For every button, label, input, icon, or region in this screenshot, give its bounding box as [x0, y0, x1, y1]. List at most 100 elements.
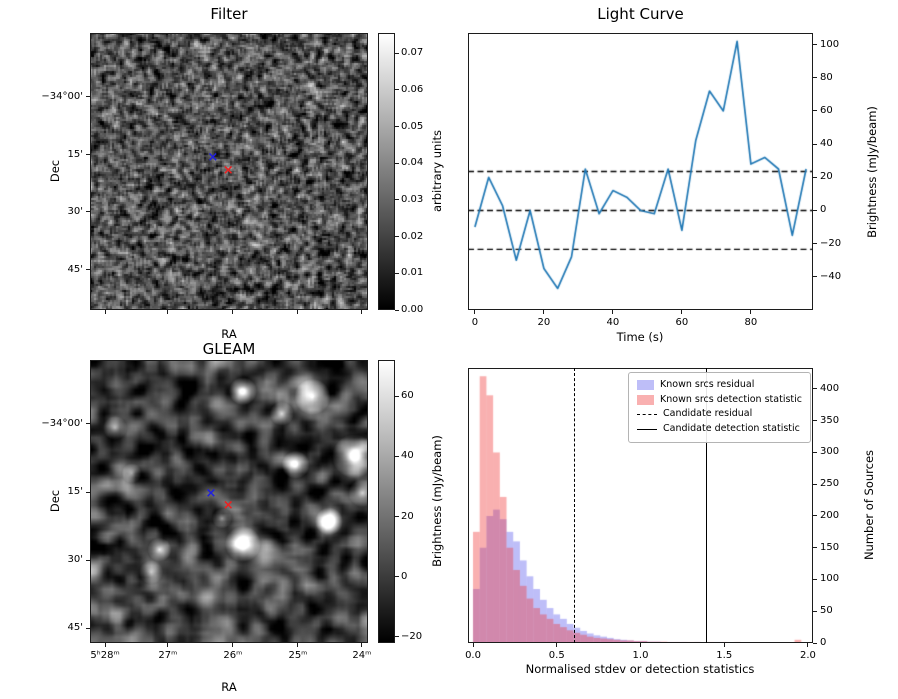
legend: Known srcs residual Known srcs detection…: [628, 372, 811, 443]
legend-swatch-known-residual: [637, 380, 654, 391]
filter-xlabel: RA: [221, 327, 237, 341]
filter-colorbar-tick-label: 0.03: [401, 193, 424, 205]
legend-swatch-known-detstat: [637, 395, 654, 406]
histogram-ytick: [813, 515, 817, 517]
filter-ytick-label: −34°00': [41, 90, 83, 102]
gleam-colorbar-tick-label: 20: [401, 510, 414, 522]
histogram-ytick: [813, 547, 817, 549]
histogram-ytick-label: 250: [820, 478, 840, 490]
filter-colorbar-tick: [395, 52, 399, 54]
gleam-xtick-label: 5ʰ28ᵐ: [90, 650, 120, 661]
legend-row: Candidate residual: [637, 407, 802, 422]
candidate-residual-line: [574, 368, 576, 643]
filter-ytick: [86, 154, 90, 156]
histogram-xtick-label: 2.0: [800, 650, 816, 661]
filter-xtick: [361, 310, 363, 314]
filter-colorbar-tick-label: 0.04: [401, 157, 424, 169]
legend-row: Candidate detection statistic: [637, 422, 802, 437]
filter-title: Filter: [210, 5, 248, 23]
known-source-marker: ×: [207, 149, 219, 165]
light-curve-ytick-label: −40: [820, 270, 842, 282]
gleam-xtick: [104, 643, 106, 647]
filter-ytick-label: 30': [67, 205, 83, 217]
filter-colorbar-tick-label: 0.01: [401, 267, 424, 279]
legend-label-known-residual: Known srcs residual: [660, 379, 755, 390]
light-curve-xtick-label: 80: [744, 317, 758, 328]
light-curve-ytick: [813, 77, 817, 79]
gleam-xtick: [361, 643, 363, 647]
histogram-ylabel: Number of Sources: [862, 449, 876, 561]
filter-ytick-label: 15': [67, 148, 83, 160]
histogram-xtick-label: 1.0: [632, 650, 649, 661]
light-curve-ytick-label: 80: [820, 71, 833, 83]
known-source-marker: ×: [205, 485, 217, 501]
histogram-ytick: [813, 578, 817, 580]
light-curve-ytick-label: 20: [820, 171, 833, 183]
histogram-xtick-label: 0.0: [465, 650, 481, 661]
light-curve-ytick: [813, 276, 817, 278]
filter-colorbar-tick-label: 0.07: [401, 47, 424, 59]
histogram-ytick-label: 150: [820, 541, 840, 553]
histogram-ytick: [813, 451, 817, 453]
light-curve-ylabel: Brightness (mJy/beam): [865, 106, 879, 238]
filter-xtick: [297, 310, 299, 314]
histogram-ytick: [813, 642, 817, 644]
filter-ytick: [86, 211, 90, 213]
gleam-colorbar-tick: [395, 576, 399, 578]
filter-image: [90, 33, 368, 310]
filter-colorbar-tick-label: 0.06: [401, 83, 424, 95]
filter-colorbar-tick-label: 0.05: [401, 120, 424, 132]
histogram-ytick-label: 0: [820, 637, 827, 648]
gleam-colorbar-tick: [395, 455, 399, 457]
candidate-detection-statistic-line: [706, 368, 708, 643]
filter-colorbar-tick-label: 0.02: [401, 230, 424, 242]
candidate-marker: ×: [222, 162, 234, 178]
filter-ylabel: Dec: [48, 159, 62, 183]
gleam-ytick: [86, 423, 90, 425]
legend-label-candidate-residual: Candidate residual: [663, 408, 753, 420]
gleam-xtick: [297, 643, 299, 647]
gleam-xtick-label: 26ᵐ: [223, 650, 243, 661]
histogram-ytick: [813, 610, 817, 612]
histogram-xtick-label: 1.5: [716, 650, 733, 661]
histogram-ytick-label: 400: [820, 382, 840, 394]
gleam-ytick: [86, 627, 90, 629]
gleam-xtick-label: 27ᵐ: [158, 650, 178, 661]
gleam-ytick-label: 30': [67, 554, 83, 566]
light-curve-ytick: [813, 110, 817, 112]
light-curve-plot: [468, 33, 813, 310]
gleam-image: [90, 360, 368, 643]
gleam-xtick-label: 25ᵐ: [288, 650, 308, 661]
filter-xtick: [232, 310, 234, 314]
light-curve-ytick: [813, 243, 817, 245]
light-curve-ytick: [813, 44, 817, 46]
histogram-ytick-label: 200: [820, 509, 840, 521]
legend-swatch-candidate-residual: [637, 414, 657, 416]
legend-label-known-detstat: Known srcs detection statistic: [660, 393, 802, 405]
histogram-xtick: [472, 643, 474, 647]
gleam-ytick: [86, 491, 90, 493]
filter-colorbar-tick: [395, 309, 399, 311]
light-curve-xtick-label: 60: [675, 317, 689, 328]
gleam-colorbar-tick-label: 60: [401, 390, 414, 402]
filter-colorbar-tick: [395, 126, 399, 128]
histogram-ytick: [813, 420, 817, 422]
light-curve-ytick: [813, 209, 817, 211]
gleam-colorbar-tick-label: −20: [401, 630, 423, 642]
light-curve-xtick-label: 20: [537, 317, 551, 328]
gleam-ytick: [86, 559, 90, 561]
filter-colorbar-tick: [395, 89, 399, 91]
histogram-xtick: [807, 643, 809, 647]
light-curve-ytick-label: 0: [820, 204, 827, 216]
histogram-ytick: [813, 388, 817, 390]
light-curve-xlabel: Time (s): [616, 330, 664, 344]
light-curve-title: Light Curve: [597, 5, 684, 23]
filter-colorbar: [378, 33, 395, 310]
filter-colorbar-tick-label: 0.00: [401, 304, 424, 315]
light-curve-xtick: [612, 310, 614, 314]
light-curve-ytick: [813, 176, 817, 178]
gleam-colorbar-tick: [395, 395, 399, 397]
gleam-colorbar-tick: [395, 636, 399, 638]
light-curve-xtick-label: 0: [471, 317, 479, 328]
